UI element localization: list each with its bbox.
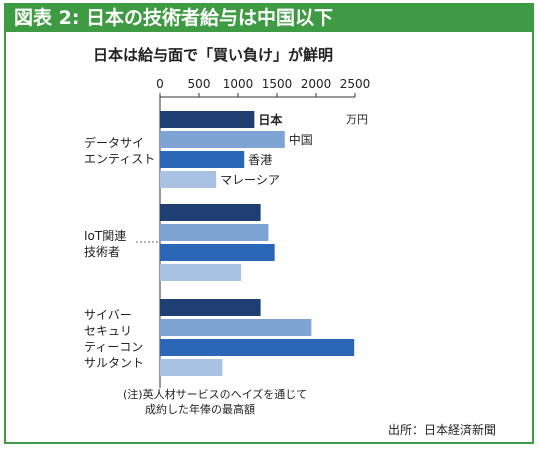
unit-label: 万円 (346, 113, 368, 126)
category-label: データサイ (84, 135, 144, 150)
footnote-line: 成約した年俸の最高額 (145, 402, 255, 416)
figure-banner-title: 図表 2: 日本の技術者給与は中国以下 (6, 5, 532, 32)
bar (160, 204, 261, 221)
footnote-line: (注)英人材サービスのヘイズを通じて (123, 387, 307, 401)
x-tick-label: 1000 (223, 77, 254, 91)
bar (160, 359, 223, 376)
bar (160, 224, 269, 241)
category-label: エンティスト (84, 152, 155, 166)
figure-frame: 図表 2: 日本の技術者給与は中国以下 (4, 3, 534, 444)
bar (160, 264, 242, 281)
bar (160, 171, 217, 188)
category-label: ティーコン (84, 340, 143, 354)
source-label: 出所：日本経済新聞 (388, 422, 496, 437)
series-label: 香港 (248, 153, 272, 167)
bar (160, 151, 245, 168)
x-tick-label: 2500 (340, 77, 371, 91)
series-label: マレーシア (220, 173, 280, 187)
category-label: サルタント (84, 356, 144, 370)
category-label: 技術者 (84, 245, 120, 259)
chart-title: 日本は給与面で「買い負け」が鮮明 (93, 46, 333, 64)
bar (160, 131, 285, 148)
x-tick-label: 1500 (262, 77, 293, 91)
category-label: セキュリ (84, 324, 132, 338)
x-tick-label: 0 (156, 77, 164, 91)
x-tick-label: 500 (188, 77, 211, 91)
x-axis: 0 500 1000 1500 2000 2500 (156, 77, 370, 388)
series-label: 日本 (258, 112, 282, 127)
category-label: サイバー (84, 308, 132, 322)
bar (160, 339, 355, 356)
x-tick-label: 2000 (301, 77, 332, 91)
bar (160, 244, 275, 261)
bar (160, 299, 261, 316)
bar (160, 319, 312, 336)
category-label: IoT関連 (84, 229, 126, 243)
bar (160, 111, 255, 128)
series-label: 中国 (289, 132, 313, 147)
